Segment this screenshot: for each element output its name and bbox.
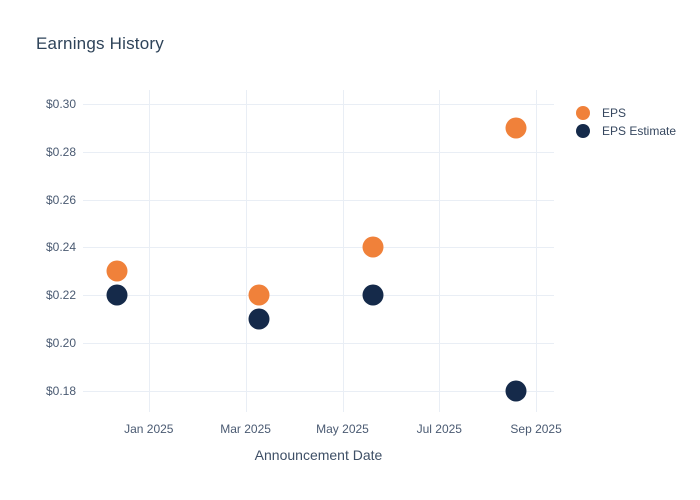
y-gridline <box>83 152 554 153</box>
y-tick-label: $0.26 <box>45 192 76 207</box>
y-tick-label: $0.24 <box>45 240 76 255</box>
x-tick-label: Mar 2025 <box>220 422 271 436</box>
y-gridline <box>83 247 554 249</box>
data-point-eps-estimate[interactable] <box>505 380 527 401</box>
legend-label: EPS Estimate <box>602 124 677 138</box>
y-tick-label: $0.18 <box>45 383 76 398</box>
x-tick-label: Jan 2025 <box>124 422 174 436</box>
x-gridline <box>245 90 247 412</box>
y-gridline <box>83 104 554 106</box>
x-gridline <box>342 90 344 412</box>
data-point-eps-estimate[interactable] <box>362 284 384 306</box>
y-gridline <box>83 390 554 392</box>
legend-item-eps-estimate[interactable]: EPS Estimate <box>576 124 676 138</box>
x-axis-title: Announcement Date <box>254 447 383 463</box>
y-tick-label: $0.20 <box>45 335 76 350</box>
y-tick-label: $0.30 <box>45 97 76 112</box>
legend-swatch-icon <box>576 106 590 120</box>
chart-title: Earnings History <box>36 34 164 53</box>
y-gridline <box>83 199 554 201</box>
data-point-eps[interactable] <box>106 260 128 282</box>
data-point-eps-estimate[interactable] <box>106 284 128 306</box>
x-tick-label: Jul 2025 <box>416 422 462 436</box>
x-gridline <box>148 90 150 412</box>
data-point-eps[interactable] <box>248 284 270 306</box>
x-tick-label: May 2025 <box>316 422 369 436</box>
y-tick-label: $0.28 <box>45 145 76 159</box>
x-tick-label: Sep 2025 <box>510 422 562 436</box>
legend-label: EPS <box>602 106 627 120</box>
y-tick-label: $0.22 <box>45 288 76 303</box>
x-gridline <box>536 90 538 412</box>
y-gridline <box>83 295 554 297</box>
data-point-eps-estimate[interactable] <box>248 308 270 330</box>
legend-swatch-icon <box>576 124 590 138</box>
data-point-eps[interactable] <box>505 117 527 139</box>
legend: EPS EPS Estimate <box>576 106 676 138</box>
x-gridline <box>439 90 441 412</box>
y-gridline <box>83 342 554 344</box>
legend-item-eps[interactable]: EPS <box>576 106 676 120</box>
data-point-eps[interactable] <box>362 236 384 258</box>
